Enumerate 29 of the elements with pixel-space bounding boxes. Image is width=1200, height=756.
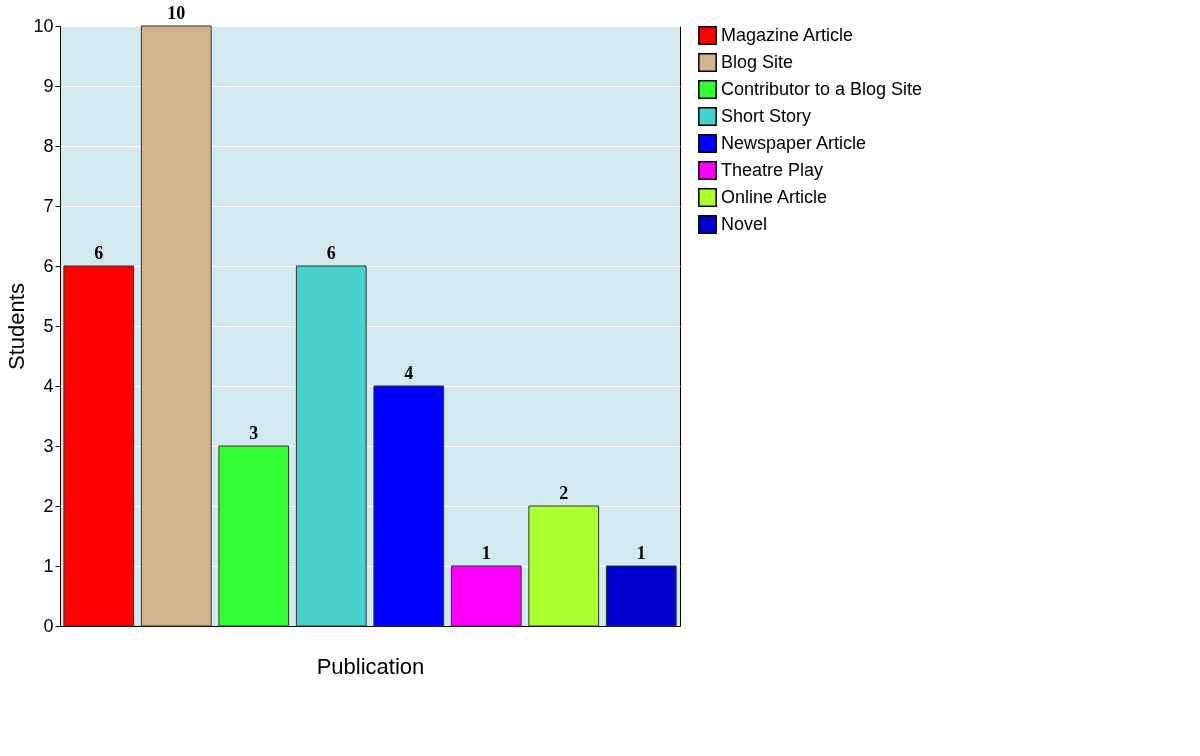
- data-label: 6: [94, 243, 104, 263]
- y-tick-label: 1: [43, 555, 54, 576]
- y-tick-label: 3: [43, 435, 54, 456]
- y-tick-label: 2: [43, 495, 54, 516]
- y-tick-label: 5: [43, 315, 54, 336]
- data-label: 10: [167, 3, 186, 23]
- legend-label: Novel: [721, 213, 768, 234]
- data-label: 1: [481, 543, 491, 563]
- legend-label: Newspaper Article: [721, 132, 867, 153]
- legend-label: Short Story: [721, 105, 812, 126]
- legend-label: Contributor to a Blog Site: [721, 78, 923, 99]
- y-tick-label: 9: [43, 75, 54, 96]
- y-tick-label: 7: [43, 195, 54, 216]
- legend-label: Magazine Article: [721, 24, 854, 45]
- y-tick-label: 0: [43, 615, 54, 636]
- y-tick-label: 10: [33, 15, 54, 36]
- legend-label: Theatre Play: [721, 159, 824, 180]
- data-label: 6: [326, 243, 336, 263]
- data-label: 2: [559, 483, 569, 503]
- data-label: 1: [636, 543, 646, 563]
- legend-label: Online Article: [721, 186, 828, 207]
- legend-label: Blog Site: [721, 51, 794, 72]
- y-tick-label: 4: [43, 375, 54, 396]
- data-label: 4: [404, 363, 414, 383]
- y-tick-label: 6: [43, 255, 54, 276]
- y-tick-label: 8: [43, 135, 54, 156]
- data-label: 3: [249, 423, 259, 443]
- y-axis-title: Students: [4, 283, 30, 370]
- x-axis-title: Publication: [316, 653, 425, 679]
